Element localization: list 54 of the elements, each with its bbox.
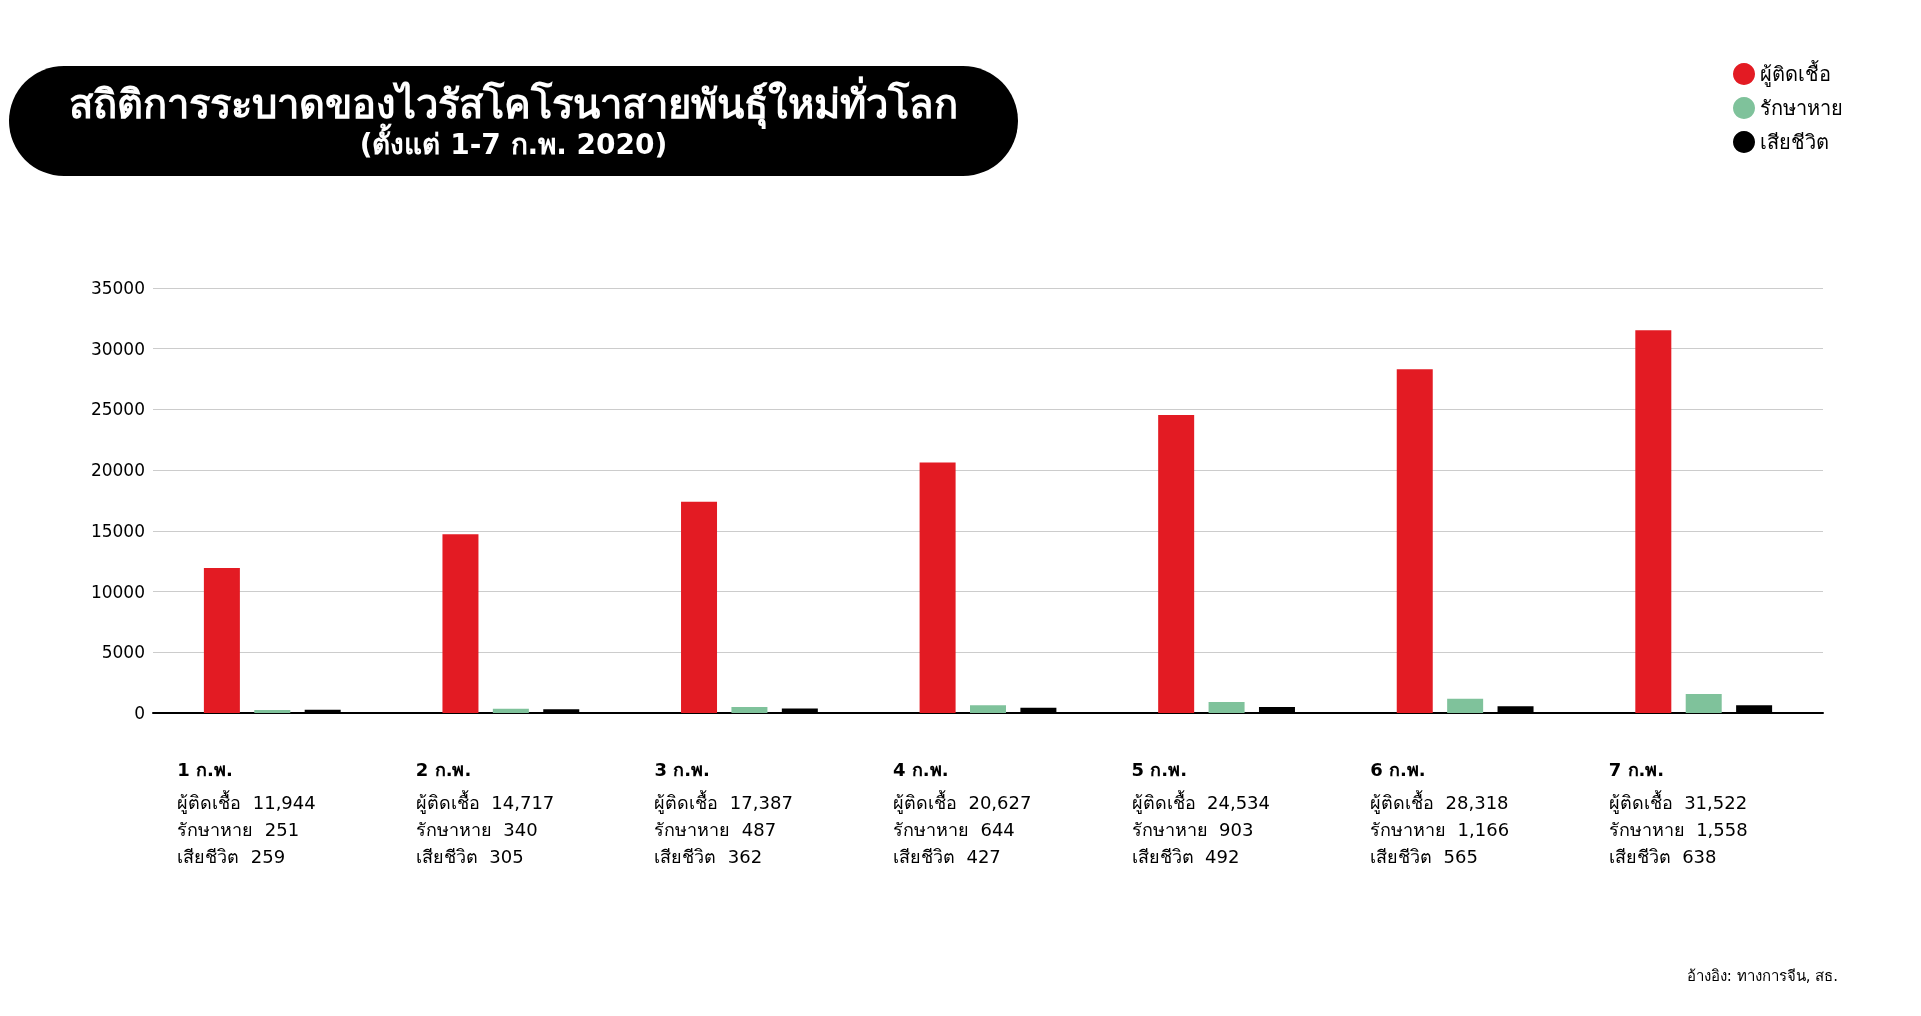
bar	[1635, 330, 1672, 713]
x-tick-label: 4 ก.พ.	[893, 758, 949, 780]
text: ผู้ติดเชื้อ 11,944	[177, 792, 316, 813]
y-tick-label: 0	[134, 703, 145, 723]
text: ผู้ติดเชื้อ 14,717	[415, 792, 555, 813]
bar	[681, 501, 718, 713]
y-tick-label: 5000	[101, 642, 145, 663]
text: ผู้ติดเชื้อ 31,522	[1608, 792, 1748, 813]
y-tick-label: 30000	[90, 338, 145, 359]
x-tick-label: 7 ก.พ.	[1608, 758, 1665, 780]
x-tick-label: 2 ก.พ.	[415, 758, 472, 780]
text: อ้างอิง: ทางการจีน, สธ.	[1686, 966, 1839, 985]
y-tick-label: 15000	[90, 520, 145, 541]
bar	[1396, 369, 1433, 713]
text: เสียชีวิต 638	[1608, 846, 1717, 867]
text: ผู้ติดเชื้อ 20,627	[893, 792, 1032, 813]
text: รักษาหาย 1,558	[1608, 819, 1748, 840]
x-tick-label: 5 ก.พ.	[1131, 758, 1188, 780]
y-tick-label: 20000	[90, 460, 145, 481]
bar	[254, 709, 291, 713]
bar	[203, 567, 240, 713]
bar	[731, 707, 768, 713]
text: เสียชีวิต 427	[893, 846, 1001, 867]
bar	[442, 534, 479, 713]
bar	[970, 705, 1006, 713]
text: รักษาหาย 644	[893, 819, 1015, 840]
text: รักษาหาย 903	[1131, 819, 1254, 840]
bar	[1685, 694, 1722, 713]
y-tick-label: 10000	[90, 581, 145, 602]
y-tick-label: 25000	[90, 399, 145, 420]
text: เสียชีวิต 565	[1370, 846, 1478, 867]
text: รักษาหาย 251	[177, 819, 300, 840]
text: เสียชีวิต 305	[415, 846, 524, 867]
text: ผู้ติดเชื้อ 24,534	[1131, 792, 1271, 813]
text: รักษาหาย 487	[654, 819, 777, 840]
text: ผู้ติดเชื้อ 28,318	[1370, 792, 1509, 813]
text: เสียชีวิต 259	[177, 846, 286, 867]
text: เสียชีวิต 492	[1131, 846, 1240, 867]
x-tick-label: 6 ก.พ.	[1370, 758, 1426, 780]
text: ผู้ติดเชื้อ 17,387	[654, 792, 793, 813]
bar	[919, 462, 956, 713]
text: รักษาหาย 1,166	[1370, 819, 1510, 840]
text: รักษาหาย 340	[415, 819, 538, 840]
bar	[1447, 698, 1484, 713]
y-tick-label: 35000	[90, 278, 145, 298]
legend-label: ผู้ติดเชื้อ	[1760, 60, 1831, 87]
text: เสียชีวิต 362	[654, 846, 763, 867]
legend-label: เสียชีวิต	[1760, 130, 1829, 154]
bar	[1208, 702, 1245, 713]
x-tick-label: 1 ก.พ.	[177, 758, 233, 780]
bar	[1158, 415, 1195, 713]
x-tick-label: 3 ก.พ.	[654, 758, 710, 780]
legend-label: รักษาหาย	[1760, 96, 1843, 120]
bar	[492, 708, 529, 713]
